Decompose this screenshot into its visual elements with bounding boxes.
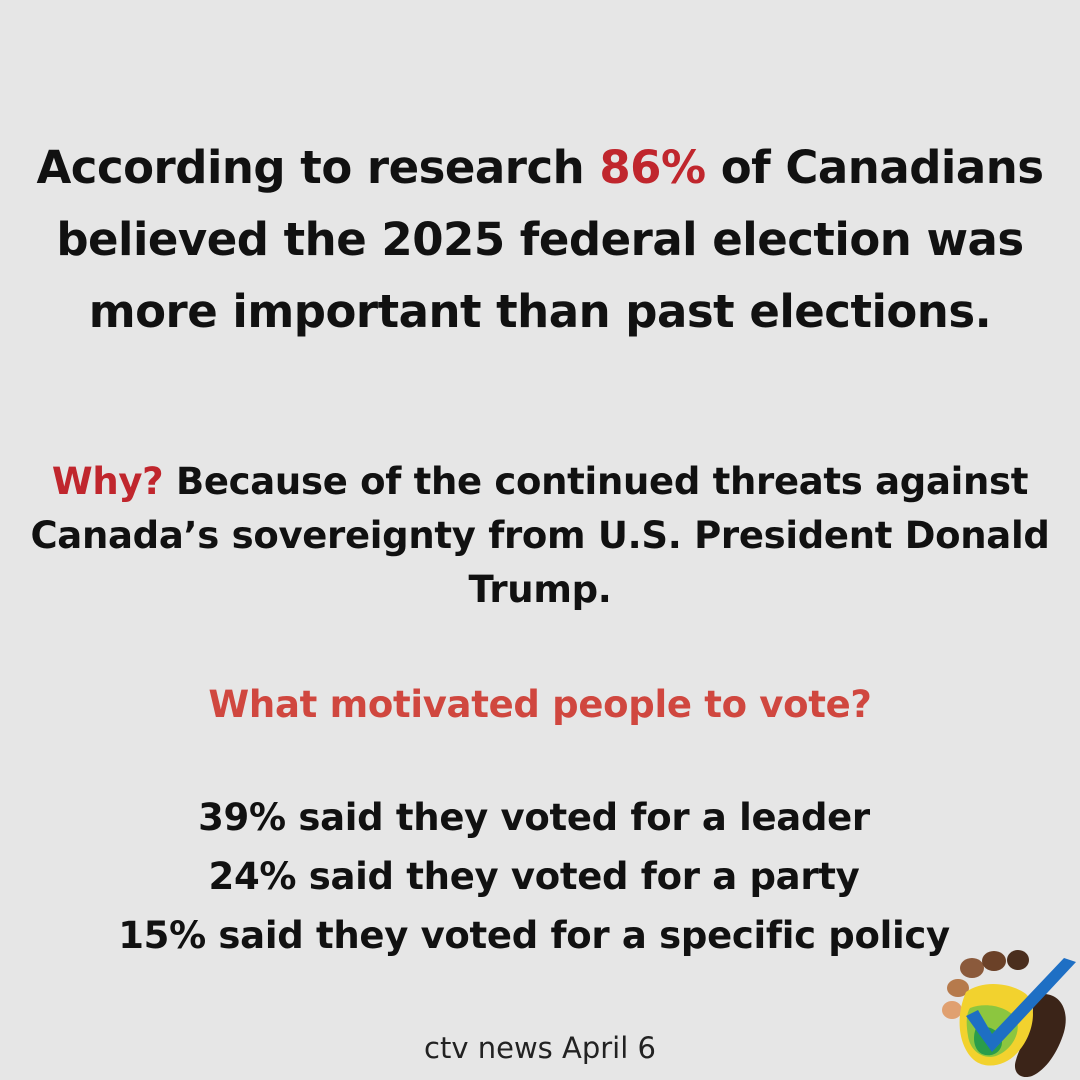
stat-party: 24% said they voted for a party (208, 855, 860, 898)
why-text: Because of the continued threats against… (30, 460, 1050, 611)
headline-text-end: of Canadians believed the 2025 federal e… (56, 141, 1044, 338)
stat-policy: 15% said they voted for a specific polic… (118, 914, 950, 957)
motivation-subheading: What motivated people to vote? (208, 683, 872, 726)
stat-leader: 39% said they voted for a leader (198, 796, 870, 839)
headline: According to research 86% of Canadians b… (0, 132, 1080, 348)
checkmark-footprint-logo-icon (942, 950, 1076, 1078)
why-label: Why? (51, 460, 164, 503)
source-credit: ctv news April 6 (424, 1031, 656, 1065)
headline-text-start: According to research (36, 141, 600, 194)
why-paragraph: Why? Because of the continued threats ag… (0, 455, 1080, 617)
headline-percent-highlight: 86% (599, 141, 706, 194)
stats-list: 39% said they voted for a leader 24% sai… (0, 788, 1068, 965)
